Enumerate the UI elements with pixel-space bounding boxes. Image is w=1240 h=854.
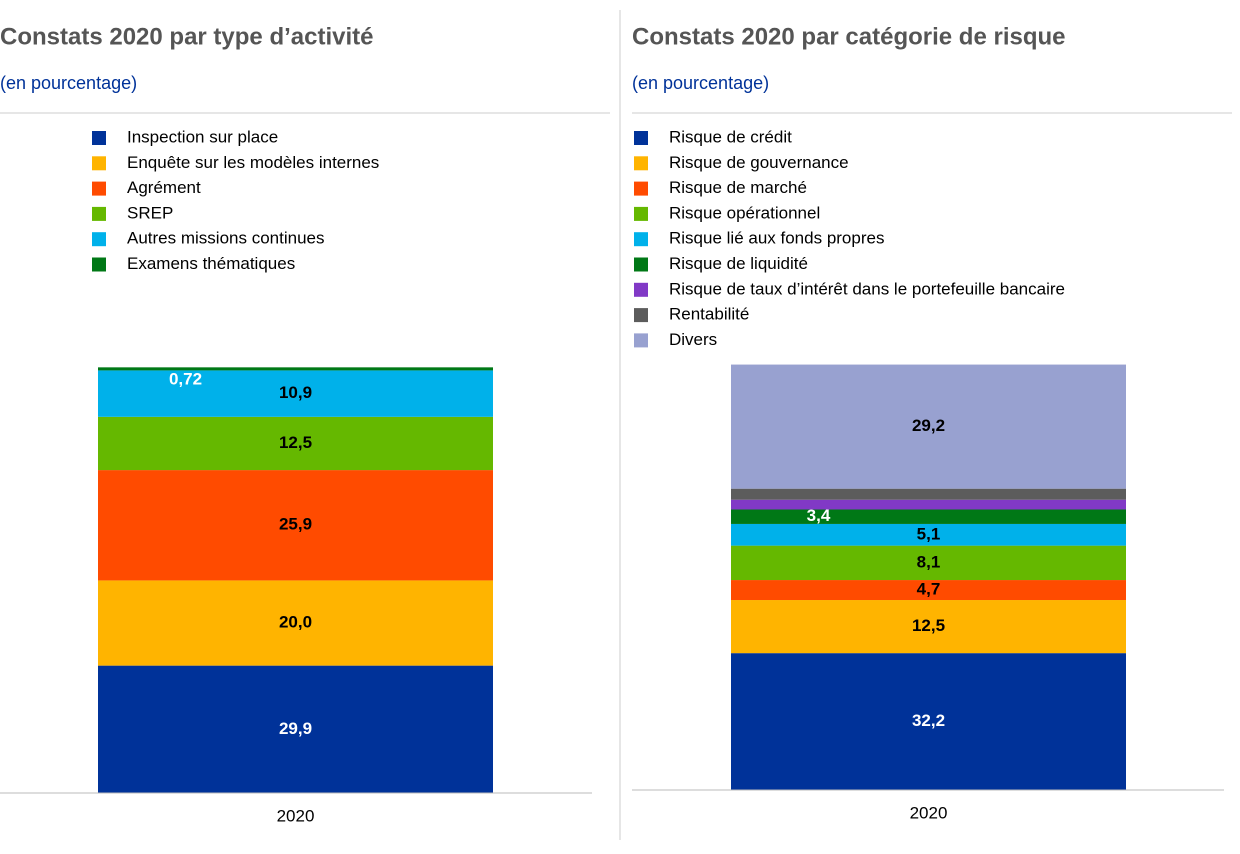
legend-swatch bbox=[634, 156, 648, 171]
value-label: 32,2 bbox=[912, 711, 945, 730]
x-tick-label: 2020 bbox=[277, 806, 315, 825]
bar-segment bbox=[98, 580, 493, 666]
bar-segment bbox=[731, 364, 1126, 489]
value-label: 0,72 bbox=[169, 369, 202, 388]
legend-swatch bbox=[92, 156, 106, 171]
legend-swatch bbox=[634, 232, 648, 247]
legend-swatch bbox=[92, 232, 106, 247]
value-label: 12,5 bbox=[912, 616, 945, 635]
legend-swatch bbox=[92, 257, 106, 272]
bar-segment bbox=[731, 523, 1126, 546]
chart-subtitle: (en pourcentage) bbox=[0, 73, 137, 93]
legend-swatch bbox=[634, 181, 648, 196]
bar-segment bbox=[731, 580, 1126, 601]
legend-label: Risque de crédit bbox=[669, 127, 792, 146]
legend-label: Rentabilité bbox=[669, 305, 749, 324]
legend-label: Risque de taux d’intérêt dans le portefe… bbox=[669, 279, 1065, 298]
chart-title: Constats 2020 par type d’activité bbox=[0, 23, 373, 50]
bar-segment bbox=[731, 653, 1126, 790]
chart-title: Constats 2020 par catégorie de risque bbox=[632, 23, 1066, 50]
legend-label: SREP bbox=[127, 203, 173, 222]
value-label: 5,1 bbox=[917, 524, 941, 543]
legend-label: Agrément bbox=[127, 178, 201, 197]
value-label: 10,9 bbox=[279, 383, 312, 402]
legend-label: Autres missions continues bbox=[127, 229, 324, 248]
legend-swatch bbox=[634, 308, 648, 323]
legend-label: Divers bbox=[669, 330, 717, 349]
legend-label: Risque de gouvernance bbox=[669, 153, 849, 172]
value-label: 8,1 bbox=[917, 552, 941, 571]
legend-label: Enquête sur les modèles internes bbox=[127, 153, 379, 172]
value-label: 25,9 bbox=[279, 515, 312, 534]
x-tick-label: 2020 bbox=[910, 803, 948, 822]
value-label: 29,2 bbox=[912, 416, 945, 435]
value-label: 20,0 bbox=[279, 613, 312, 632]
legend-label: Inspection sur place bbox=[127, 127, 278, 146]
legend-label: Risque opérationnel bbox=[669, 203, 820, 222]
legend-label: Examens thématiques bbox=[127, 254, 295, 273]
bar-segment bbox=[731, 488, 1126, 500]
bar-segment bbox=[98, 367, 493, 371]
legend-swatch bbox=[92, 131, 106, 145]
legend-swatch bbox=[634, 257, 648, 272]
legend-label: Risque de liquidité bbox=[669, 254, 808, 273]
legend-label: Risque lié aux fonds propres bbox=[669, 229, 884, 248]
legend-label: Risque de marché bbox=[669, 178, 807, 197]
legend-swatch bbox=[634, 282, 648, 297]
bar-segment bbox=[98, 370, 493, 417]
value-label: 4,7 bbox=[917, 580, 941, 599]
bar-segment bbox=[731, 545, 1126, 581]
legend-swatch bbox=[92, 206, 106, 221]
legend-swatch bbox=[634, 206, 648, 221]
bar-segment bbox=[98, 665, 493, 793]
bar-segment bbox=[731, 600, 1126, 654]
value-label: 3,4 bbox=[807, 506, 831, 525]
value-label: 12,5 bbox=[279, 433, 312, 452]
legend-swatch bbox=[92, 181, 106, 196]
bar-segment bbox=[98, 470, 493, 581]
bar-segment bbox=[731, 509, 1126, 524]
bar-segment bbox=[731, 499, 1126, 510]
chart-subtitle: (en pourcentage) bbox=[632, 73, 769, 93]
value-label: 29,9 bbox=[279, 719, 312, 738]
legend-swatch bbox=[634, 131, 648, 145]
legend-swatch bbox=[634, 333, 648, 348]
bar-segment bbox=[98, 416, 493, 471]
